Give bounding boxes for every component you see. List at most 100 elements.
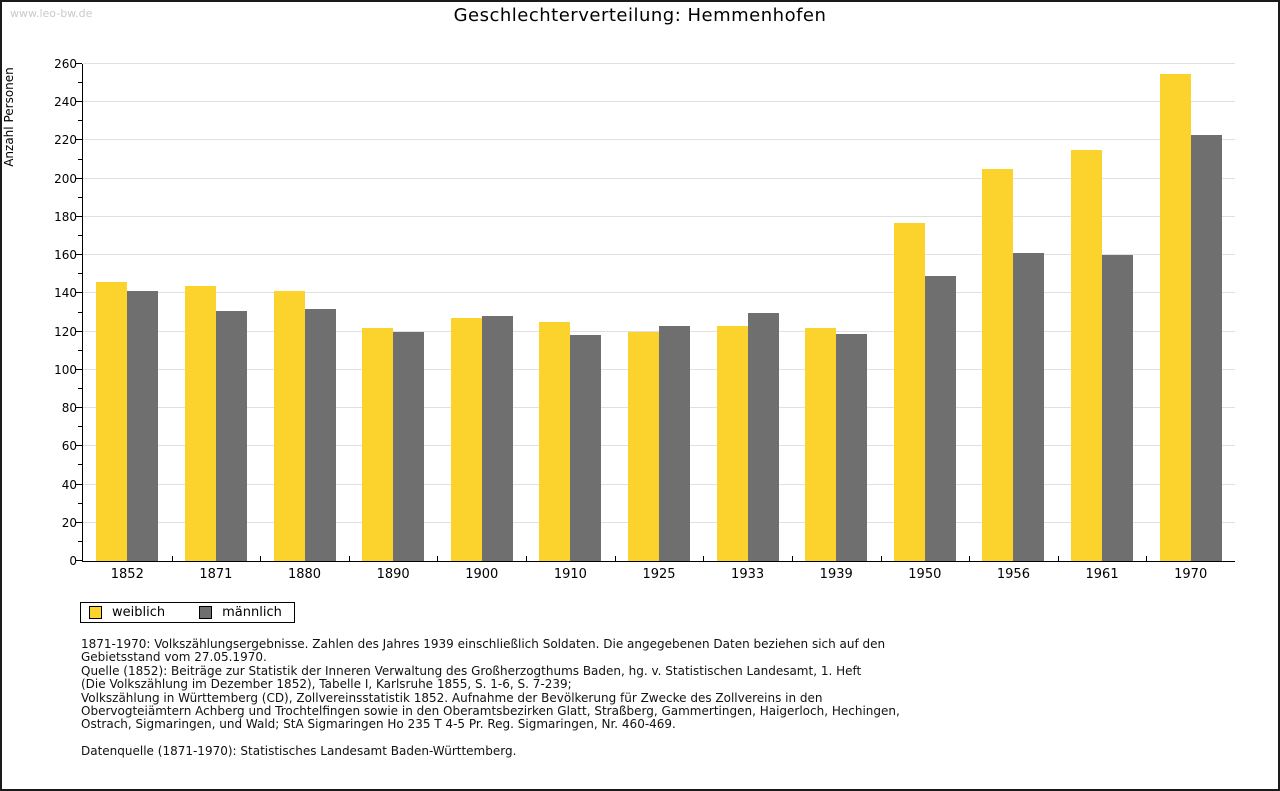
page-title: Geschlechterverteilung: Hemmenhofen <box>453 5 827 26</box>
bar-männlich-1956 <box>1013 253 1045 561</box>
y-tick-major <box>76 292 82 294</box>
bar-group-1852 <box>83 64 172 561</box>
footnote-line: Obervogteiämtern Achberg und Trochtelfin… <box>81 704 900 719</box>
y-tick-label: 0 <box>69 554 77 568</box>
y-tick-major <box>76 407 82 409</box>
watermark: www.leo-bw.de <box>10 7 93 20</box>
y-tick-minor <box>78 540 82 542</box>
bar-männlich-1900 <box>481 316 513 561</box>
x-tick-label: 1950 <box>908 567 942 582</box>
gridline <box>83 292 1235 294</box>
footnote-line: Gebietsstand vom 27.05.1970. <box>81 650 267 665</box>
x-tick-label: 1956 <box>996 567 1030 582</box>
bar-männlich-1933 <box>747 312 779 561</box>
bar-group-1890 <box>349 64 438 561</box>
gridline <box>83 254 1235 256</box>
bar-männlich-1961 <box>1102 255 1134 561</box>
y-tick-major <box>76 215 82 217</box>
bar-weiblich-1950 <box>893 222 925 561</box>
y-tick-major <box>76 101 82 103</box>
y-tick-label: 260 <box>54 57 77 71</box>
y-tick-label: 80 <box>61 401 77 416</box>
x-axis-tick <box>526 556 528 561</box>
y-tick-minor <box>78 196 82 198</box>
y-tick-minor <box>78 426 82 428</box>
x-tick-label: 1970 <box>1174 567 1208 582</box>
footnote-line: 1871-1970: Volkszählungsergebnisse. Zahl… <box>81 637 886 651</box>
y-tick-minor <box>78 158 82 160</box>
y-tick-minor <box>78 273 82 275</box>
x-tick-label: 1871 <box>199 567 233 582</box>
y-axis-title: Anzahl Personen <box>2 67 16 167</box>
bar-männlich-1852 <box>127 291 159 561</box>
legend-label-maennlich: männlich <box>222 605 282 620</box>
bar-group-1933 <box>703 64 792 561</box>
x-tick-label: 1880 <box>287 567 322 582</box>
y-tick-label: 140 <box>54 286 77 301</box>
x-axis-tick <box>703 556 705 561</box>
x-axis-tick <box>880 556 882 561</box>
datasource-note: Datenquelle (1871-1970): Statistisches L… <box>81 743 517 758</box>
bar-männlich-1910 <box>570 335 602 561</box>
y-tick-label: 240 <box>54 95 77 110</box>
x-axis-tick <box>437 556 439 561</box>
x-axis-tick <box>1057 556 1059 561</box>
x-axis-tick <box>1146 556 1148 561</box>
gridline <box>83 215 1235 217</box>
bar-männlich-1950 <box>924 276 956 561</box>
bar-group-1910 <box>526 64 615 561</box>
y-tick-minor <box>78 349 82 351</box>
y-tick-major <box>76 330 82 332</box>
x-axis-tick <box>969 556 971 561</box>
bar-männlich-1880 <box>304 308 336 561</box>
y-tick-major <box>76 445 82 447</box>
footnote-lines: 1871-1970: Volkszählungsergebnisse. Zahl… <box>81 637 900 732</box>
y-tick-minor <box>78 82 82 84</box>
bar-weiblich-1900 <box>450 318 482 561</box>
bar-weiblich-1910 <box>539 322 571 561</box>
x-tick-label: 1961 <box>1085 567 1119 582</box>
x-axis-tick <box>348 556 350 561</box>
y-tick-major <box>76 368 82 370</box>
footnote-line: (Die Volkszählung im Dezember 1852), Tab… <box>81 677 572 692</box>
x-axis-tick <box>260 556 262 561</box>
x-tick-label: 1925 <box>642 567 676 582</box>
footnote-line: Volkszählung in Württemberg (CD), Zollve… <box>81 690 823 705</box>
y-tick-label: 40 <box>61 477 77 492</box>
footnote-line: Ostrach, Sigmaringen, und Wald; StA Sigm… <box>81 717 676 732</box>
bar-group-1925 <box>615 64 704 561</box>
y-tick-minor <box>78 235 82 237</box>
bar-group-1961 <box>1058 64 1147 561</box>
legend-entry-maennlich: männlich <box>199 605 282 620</box>
y-tick-label: 20 <box>61 515 77 530</box>
x-tick-label: 1939 <box>819 567 853 582</box>
bar-group-1950 <box>881 64 970 561</box>
x-tick-label: 1900 <box>465 567 499 582</box>
x-axis-tick <box>791 556 793 561</box>
x-tick-label: 1933 <box>731 567 765 582</box>
y-tick-label: 100 <box>54 362 77 377</box>
y-tick-label: 180 <box>54 209 77 224</box>
legend-swatch-maennlich <box>199 606 213 619</box>
y-tick-minor <box>78 502 82 504</box>
y-tick-major <box>76 560 82 561</box>
y-tick-major <box>76 139 82 141</box>
x-tick-label: 1890 <box>376 567 410 582</box>
legend-swatch-weiblich <box>89 606 102 619</box>
y-tick-major <box>76 177 82 179</box>
y-tick-label: 60 <box>61 439 77 454</box>
y-tick-label: 160 <box>54 248 77 263</box>
bar-weiblich-1933 <box>716 325 748 561</box>
y-tick-minor <box>78 120 82 122</box>
footnote-line: Quelle (1852): Beiträge zur Statistik de… <box>81 663 862 678</box>
bar-weiblich-1925 <box>627 331 659 561</box>
legend-entry-weiblich: weiblich <box>89 605 165 620</box>
x-axis-tick <box>171 556 173 561</box>
y-tick-minor <box>78 464 82 466</box>
bar-group-1880 <box>260 64 349 561</box>
bar-group-1970 <box>1146 64 1235 561</box>
bar-männlich-1871 <box>215 310 247 561</box>
legend: weiblich männlich <box>80 602 295 623</box>
bar-weiblich-1880 <box>273 291 305 561</box>
